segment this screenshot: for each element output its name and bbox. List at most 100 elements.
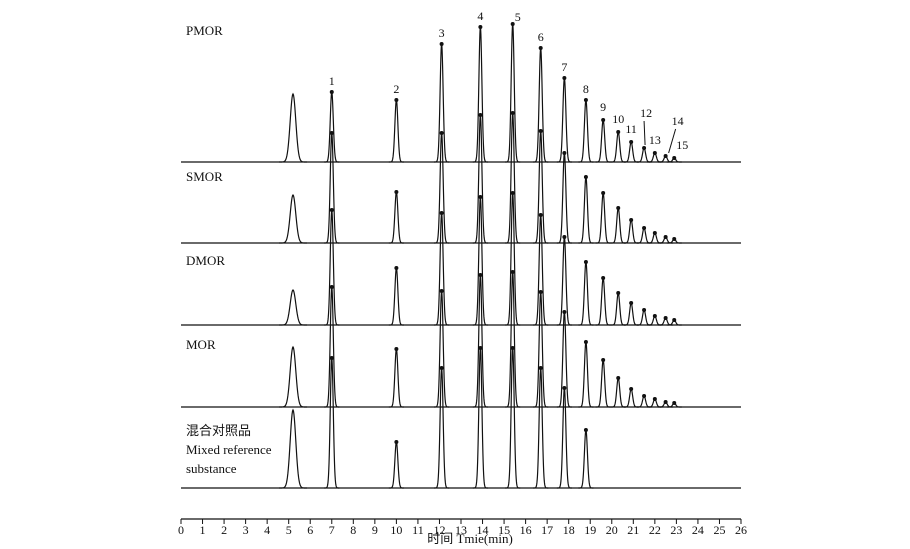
- peak: [472, 26, 488, 163]
- peak: [610, 130, 626, 163]
- peak-apex: [663, 154, 668, 158]
- peak-apex: [562, 151, 567, 155]
- peak-apex: [652, 231, 657, 235]
- peak: [636, 147, 652, 163]
- peak-apex: [616, 376, 621, 380]
- peak-label: 4: [477, 9, 483, 23]
- series-label: 混合对照品: [186, 423, 251, 438]
- x-tick-label: 11: [412, 523, 424, 537]
- peak: [505, 192, 521, 326]
- peak: [324, 286, 340, 408]
- peak-apex: [394, 190, 399, 194]
- peak-apex: [478, 195, 483, 199]
- peak-apex: [663, 400, 668, 404]
- peak-apex: [439, 366, 444, 370]
- peak-apex: [510, 270, 515, 274]
- peak-apex: [439, 131, 444, 135]
- peak: [434, 132, 450, 244]
- peak-apex: [329, 356, 334, 360]
- solvent-peak: [279, 345, 307, 408]
- peak-label: 14: [672, 114, 684, 128]
- peak-apex: [562, 310, 567, 314]
- peak: [472, 196, 488, 326]
- peak: [595, 276, 611, 326]
- peak-apex: [642, 226, 647, 230]
- peak: [505, 23, 521, 163]
- series-label: Mixed reference: [186, 442, 272, 457]
- peak-apex: [510, 22, 515, 26]
- peak-apex: [394, 98, 399, 102]
- peak: [623, 219, 639, 244]
- peak: [556, 387, 572, 489]
- peak-apex: [538, 366, 543, 370]
- peak: [505, 112, 521, 244]
- peak-label: 2: [393, 82, 399, 96]
- solvent-peak: [279, 92, 307, 163]
- peak: [595, 191, 611, 244]
- x-tick-label: 7: [329, 523, 335, 537]
- x-tick-label: 26: [735, 523, 747, 537]
- peak-apex: [562, 386, 567, 390]
- peak-apex: [616, 206, 621, 210]
- peak: [388, 266, 404, 326]
- peak-label: 6: [538, 30, 544, 44]
- peak: [623, 302, 639, 326]
- series-label: MOR: [186, 337, 216, 352]
- peak: [472, 274, 488, 408]
- series-label: PMOR: [186, 23, 223, 38]
- peak-apex: [439, 42, 444, 46]
- peak-apex: [329, 208, 334, 212]
- peak-apex: [652, 151, 657, 155]
- x-tick-label: 8: [350, 523, 356, 537]
- peak-apex: [672, 318, 677, 322]
- peak: [623, 388, 639, 408]
- peak: [533, 367, 549, 489]
- x-tick-label: 3: [243, 523, 249, 537]
- peak-apex: [478, 273, 483, 277]
- series-label: substance: [186, 461, 237, 476]
- x-tick-label: 25: [713, 523, 725, 537]
- peak: [505, 271, 521, 408]
- x-tick-label: 12: [433, 523, 445, 537]
- series-label: DMOR: [186, 253, 225, 268]
- peak-apex: [642, 394, 647, 398]
- peak: [434, 43, 450, 163]
- peak: [623, 141, 639, 163]
- peak-label: 8: [583, 82, 589, 96]
- solvent-peak: [279, 289, 307, 326]
- peak-apex: [583, 260, 588, 264]
- peak-label: 11: [625, 122, 637, 136]
- peak: [505, 347, 521, 489]
- peak-apex: [663, 235, 668, 239]
- peak: [636, 309, 652, 326]
- peak-apex: [652, 397, 657, 401]
- peak-label: 7: [561, 60, 567, 74]
- peak-apex: [642, 146, 647, 150]
- peak-apex: [510, 346, 515, 350]
- peak: [472, 347, 488, 489]
- x-tick-label: 22: [649, 523, 661, 537]
- peak: [578, 259, 594, 326]
- peak-apex: [439, 211, 444, 215]
- peak: [434, 212, 450, 326]
- peak-apex: [510, 111, 515, 115]
- x-tick-label: 5: [286, 523, 292, 537]
- peak: [595, 358, 611, 408]
- x-tick-label: 23: [670, 523, 682, 537]
- peak-label: 10: [612, 112, 624, 126]
- peak-apex: [439, 289, 444, 293]
- peak-apex: [601, 276, 606, 280]
- peak-apex: [478, 346, 483, 350]
- peak-label: 3: [439, 26, 445, 40]
- peak: [388, 347, 404, 408]
- peak-apex: [538, 290, 543, 294]
- peak: [578, 427, 594, 489]
- peak-label: 1: [329, 74, 335, 88]
- x-tick-label: 0: [178, 523, 184, 537]
- x-tick-label: 15: [498, 523, 510, 537]
- peak-label: 9: [600, 100, 606, 114]
- peak-apex: [329, 285, 334, 289]
- peak-apex: [601, 191, 606, 195]
- peak-apex: [629, 301, 634, 305]
